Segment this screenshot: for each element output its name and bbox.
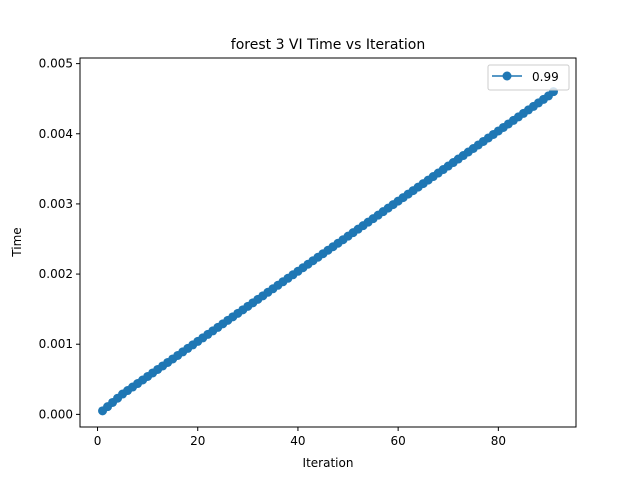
y-tick-label: 0.004: [39, 127, 73, 141]
x-tick-label: 20: [190, 434, 205, 448]
axes-frame: [79, 57, 577, 428]
legend: 0.99: [487, 64, 570, 91]
series-layer: [98, 87, 558, 416]
legend-box: [487, 64, 570, 91]
plot-area: [79, 57, 577, 428]
y-axis-label: Time: [10, 227, 24, 257]
x-axis: 0 20 40 60 80: [94, 427, 506, 448]
x-tick-label: 60: [391, 434, 406, 448]
x-tick-label: 40: [290, 434, 305, 448]
y-tick-label: 0.005: [39, 57, 73, 71]
legend-marker-swatch: [502, 71, 512, 81]
y-axis: 0.000 0.001 0.002 0.003 0.004 0.005: [39, 57, 80, 421]
y-tick-label: 0.003: [39, 197, 73, 211]
legend-label: 0.99: [532, 70, 559, 84]
x-tick-label: 0: [94, 434, 102, 448]
y-tick-label: 0.001: [39, 337, 73, 351]
y-tick-label: 0.000: [39, 407, 73, 421]
y-tick-label: 0.002: [39, 267, 73, 281]
chart-title: forest 3 VI Time vs Iteration: [231, 37, 425, 53]
x-axis-label: Iteration: [303, 456, 354, 470]
x-tick-label: 80: [491, 434, 506, 448]
